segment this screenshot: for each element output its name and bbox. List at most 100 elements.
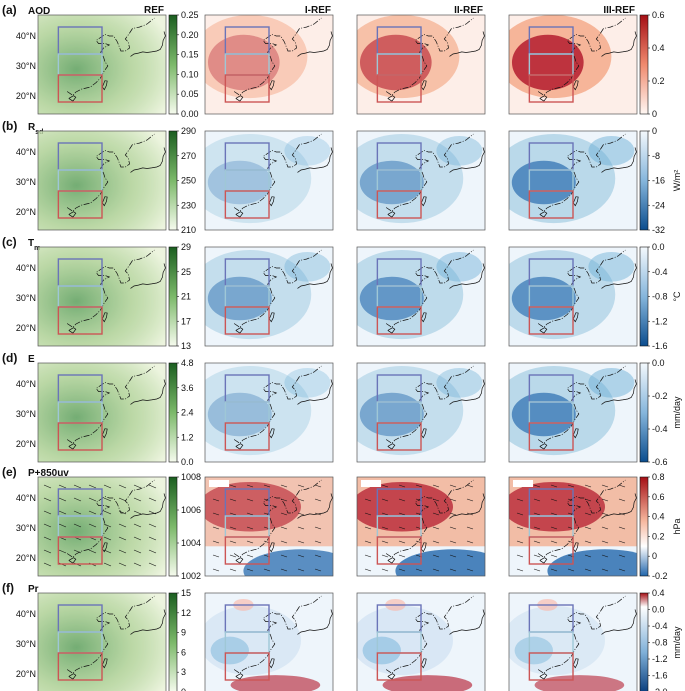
taiwan-coastline: [101, 658, 108, 669]
hainan-coastline: [387, 327, 396, 334]
panel-label: (c): [2, 235, 17, 249]
map-content: [38, 247, 166, 346]
map-frame: [356, 246, 486, 347]
map-panel-3-1: [204, 362, 334, 463]
wind-arrow: [118, 497, 127, 502]
column-title: REF: [144, 5, 164, 16]
anomaly-secondary: [588, 367, 635, 398]
colorbar-tick-label: 1008: [181, 472, 201, 482]
japan-coastline: [297, 31, 333, 57]
colorbar-tick-label: -24: [652, 200, 665, 210]
taiwan-coastline: [572, 196, 579, 207]
map-content: [205, 131, 333, 230]
hainan-coastline: [387, 557, 396, 564]
region-box-south: [57, 74, 103, 103]
wind-arrow: [466, 554, 474, 558]
wind-arrow: [398, 526, 406, 530]
wind-arrow: [432, 554, 440, 558]
colorbar-tick-label: 0.20: [181, 30, 199, 40]
japan-coastline: [297, 147, 333, 173]
anomaly-field: [509, 605, 605, 676]
wind-arrow: [381, 512, 389, 516]
wind-arrow: [618, 540, 626, 544]
y-tick-label: 40°N: [16, 147, 36, 157]
wind-arrow: [118, 536, 127, 541]
wind-arrow: [229, 498, 237, 502]
wind-arrow: [314, 498, 322, 502]
wind-arrow: [297, 484, 305, 488]
wind-arrow: [280, 484, 288, 488]
region-box-south: [376, 306, 422, 335]
wind-arrow: [212, 568, 220, 572]
region-box-south: [224, 306, 270, 335]
wind-arrow: [43, 510, 52, 515]
wind-arrow: [103, 523, 112, 528]
wind-arrow: [297, 498, 305, 502]
taiwan-coastline: [572, 312, 579, 323]
colorbar-tick-label: -32: [652, 225, 665, 235]
coastline: [233, 479, 322, 558]
colorbar-tick-label: 0.00: [181, 109, 199, 119]
wind-arrow: [432, 512, 440, 516]
wind-arrow: [432, 568, 440, 572]
colorbar-tick-label: 0.4: [652, 43, 665, 53]
colorbar-tick-label: 2.4: [181, 408, 194, 418]
colorbar-tick-label: 0.4: [652, 588, 665, 598]
anomaly-core: [207, 276, 272, 321]
variable-label: Pr: [28, 584, 39, 595]
colorbar-tick-label: 0.05: [181, 89, 199, 99]
colorbar-tick-label: 0.2: [652, 76, 665, 86]
colorbar-tick-label: -0.4: [652, 267, 668, 277]
wind-arrow: [584, 498, 592, 502]
japan-coastline: [297, 263, 333, 289]
colorbar-tick-label: -0.2: [652, 391, 668, 401]
anomaly-secondary: [588, 251, 635, 282]
anomaly-core: [509, 481, 605, 532]
colorbar-tick-label: 0.0: [652, 358, 665, 368]
panel-label: (b): [2, 119, 17, 133]
wind-arrow: [618, 554, 626, 558]
japan-coastline: [130, 147, 166, 173]
wind-arrow: [516, 512, 524, 516]
colorbar-tick-label: 0.8: [652, 472, 665, 482]
taiwan-coastline: [268, 658, 275, 669]
wind-arrow: [533, 568, 541, 572]
anomaly-field: [357, 365, 464, 456]
colorbar-tick-label: -1.6: [652, 341, 668, 351]
colorbar-tick-label: -0.4: [652, 424, 668, 434]
hainan-coastline: [387, 673, 396, 680]
wind-arrow: [432, 526, 440, 530]
wind-arrow: [567, 568, 575, 572]
wind-arrow: [449, 498, 457, 502]
wind-arrow: [364, 512, 372, 516]
y-tick-label: 30°N: [16, 177, 36, 187]
map-frame: [508, 592, 638, 691]
map-frame: [204, 592, 334, 691]
map-panel-0-0: REF 40°N 30°N 20°N: [16, 5, 167, 115]
wind-arrow: [212, 540, 220, 544]
map-content: [509, 363, 637, 462]
japan-coastline: [449, 147, 485, 173]
coastline: [385, 595, 474, 674]
taiwan-coastline: [101, 80, 108, 91]
map-panel-2-0: 40°N 30°N 20°N: [16, 246, 167, 347]
wind-arrow: [618, 498, 626, 502]
coastline: [66, 479, 155, 558]
coastline: [385, 17, 474, 96]
taiwan-coastline: [420, 658, 427, 669]
y-tick-label: 30°N: [16, 61, 36, 71]
region-box-south: [376, 190, 422, 219]
wind-arrow: [148, 484, 157, 489]
map-panel-5-2: 105°E115°E125°E135°E: [356, 592, 486, 691]
colorbar-ref: [168, 476, 178, 577]
wind-arrow: [533, 498, 541, 502]
japan-coastline: [449, 263, 485, 289]
colorbar-tick-label: 9: [181, 628, 186, 638]
panel-grid: (a) AOD REF 40°N 30°N 20°N I-REF II-REF III-REF 0…: [2, 3, 682, 691]
colorbar-tick-label: 250: [181, 176, 196, 186]
taiwan-coastline: [572, 542, 579, 553]
anomaly-field: [205, 15, 308, 99]
colorbar-tick-label: 0: [652, 109, 657, 119]
row-1: (b)Rsd40°N30°N20°N2902702502302100-8-16-…: [2, 119, 682, 235]
wind-arrow: [229, 512, 237, 516]
